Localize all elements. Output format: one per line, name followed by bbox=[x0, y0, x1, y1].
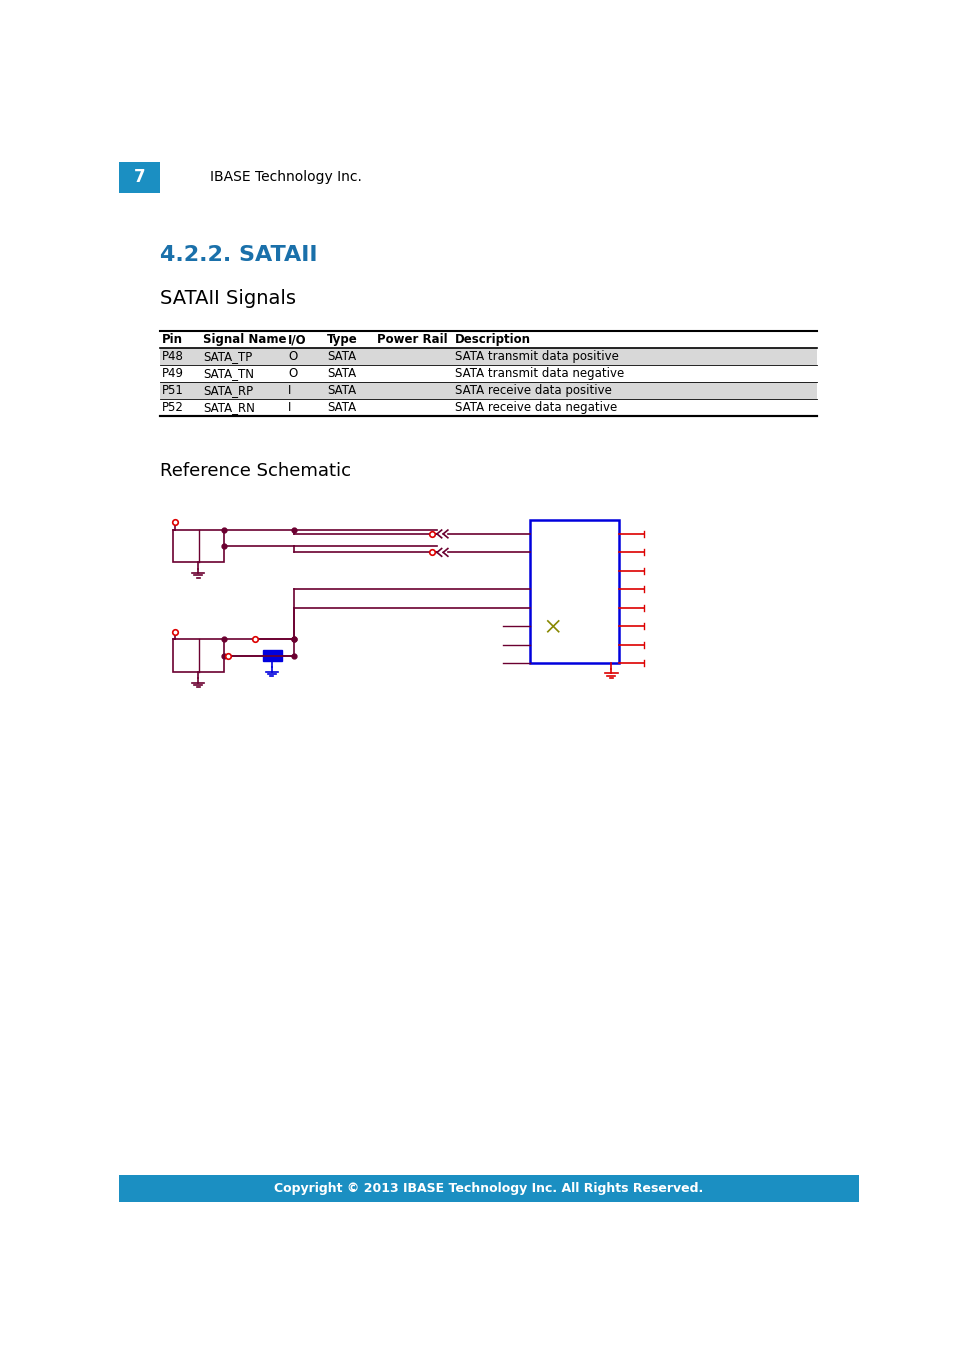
Text: SATA_RP: SATA_RP bbox=[203, 385, 253, 397]
Text: 7: 7 bbox=[133, 169, 145, 186]
Text: Reference Schematic: Reference Schematic bbox=[159, 462, 350, 481]
Bar bbox=[530, 520, 618, 663]
Text: Signal Name: Signal Name bbox=[203, 333, 286, 347]
Text: Copyright © 2013 IBASE Technology Inc. All Rights Reserved.: Copyright © 2013 IBASE Technology Inc. A… bbox=[274, 1181, 702, 1195]
Text: O: O bbox=[288, 350, 297, 363]
Text: P48: P48 bbox=[162, 350, 184, 363]
Text: 4.2.2. SATAII: 4.2.2. SATAII bbox=[159, 246, 316, 265]
Text: I: I bbox=[288, 385, 292, 397]
Text: Power Rail: Power Rail bbox=[377, 333, 448, 347]
Bar bbox=[159, 331, 816, 348]
Text: SATA_TP: SATA_TP bbox=[203, 350, 252, 363]
Text: SATA receive data positive: SATA receive data positive bbox=[455, 385, 611, 397]
Bar bbox=[159, 366, 816, 382]
Text: SATA: SATA bbox=[327, 367, 355, 381]
Text: P52: P52 bbox=[162, 401, 184, 414]
Text: SATA_TN: SATA_TN bbox=[203, 367, 253, 381]
Text: SATA_RN: SATA_RN bbox=[203, 401, 254, 414]
Text: P51: P51 bbox=[162, 385, 184, 397]
Text: IBASE Technology Inc.: IBASE Technology Inc. bbox=[210, 170, 361, 185]
Text: P49: P49 bbox=[162, 367, 184, 381]
Bar bbox=[119, 1174, 858, 1202]
Text: Description: Description bbox=[455, 333, 530, 347]
Text: Type: Type bbox=[327, 333, 357, 347]
Text: SATA transmit data negative: SATA transmit data negative bbox=[455, 367, 623, 381]
Bar bbox=[159, 400, 816, 416]
Bar bbox=[173, 531, 224, 563]
Text: SATAII Signals: SATAII Signals bbox=[159, 289, 295, 308]
Text: I/O: I/O bbox=[288, 333, 307, 347]
Text: I: I bbox=[288, 401, 292, 414]
Text: O: O bbox=[288, 367, 297, 381]
Text: SATA: SATA bbox=[327, 350, 355, 363]
Bar bbox=[173, 640, 224, 672]
Text: SATA transmit data positive: SATA transmit data positive bbox=[455, 350, 618, 363]
Text: Pin: Pin bbox=[162, 333, 183, 347]
Text: SATA: SATA bbox=[327, 401, 355, 414]
Bar bbox=[262, 651, 282, 661]
Bar bbox=[119, 162, 159, 193]
Bar bbox=[159, 348, 816, 366]
Bar bbox=[159, 382, 816, 400]
Text: SATA receive data negative: SATA receive data negative bbox=[455, 401, 617, 414]
Text: SATA: SATA bbox=[327, 385, 355, 397]
